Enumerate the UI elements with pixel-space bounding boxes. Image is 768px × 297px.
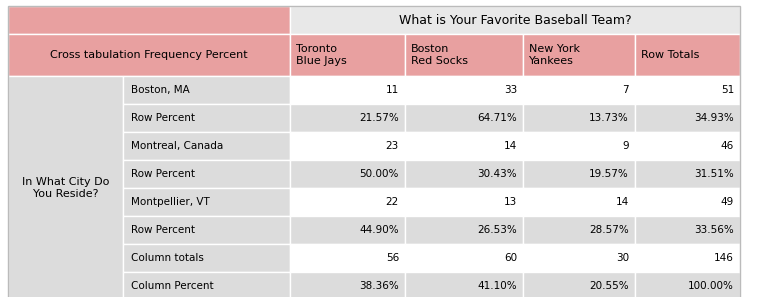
- Text: 60: 60: [504, 253, 517, 263]
- Bar: [523, 272, 635, 297]
- Bar: [290, 160, 405, 188]
- Text: 30.43%: 30.43%: [478, 169, 517, 179]
- Bar: [405, 272, 523, 297]
- Text: 21.57%: 21.57%: [359, 113, 399, 123]
- Text: Column Percent: Column Percent: [131, 281, 214, 291]
- Text: 44.90%: 44.90%: [359, 225, 399, 235]
- Text: 9: 9: [622, 141, 629, 151]
- Text: 33: 33: [504, 85, 517, 95]
- Text: Row Percent: Row Percent: [131, 169, 195, 179]
- Text: 100.00%: 100.00%: [688, 281, 734, 291]
- Bar: [523, 160, 635, 188]
- Bar: [635, 244, 740, 272]
- Text: 30: 30: [616, 253, 629, 263]
- Text: Boston, MA: Boston, MA: [131, 85, 190, 95]
- Bar: [290, 272, 405, 297]
- Bar: [405, 160, 523, 188]
- Bar: [523, 76, 635, 104]
- Text: 13.73%: 13.73%: [589, 113, 629, 123]
- Bar: [405, 188, 523, 216]
- Bar: [405, 34, 523, 76]
- Bar: [123, 188, 290, 216]
- Bar: [290, 188, 405, 216]
- Bar: [523, 104, 635, 132]
- Bar: [8, 34, 290, 76]
- Text: 19.57%: 19.57%: [589, 169, 629, 179]
- Text: 31.51%: 31.51%: [694, 169, 734, 179]
- Text: 46: 46: [720, 141, 734, 151]
- Bar: [290, 244, 405, 272]
- Bar: [405, 244, 523, 272]
- Bar: [635, 132, 740, 160]
- Bar: [123, 104, 290, 132]
- Bar: [523, 132, 635, 160]
- Text: 50.00%: 50.00%: [359, 169, 399, 179]
- Text: 34.93%: 34.93%: [694, 113, 734, 123]
- Text: Row Percent: Row Percent: [131, 225, 195, 235]
- Bar: [123, 76, 290, 104]
- Bar: [123, 244, 290, 272]
- Text: 13: 13: [504, 197, 517, 207]
- Bar: [290, 76, 405, 104]
- Bar: [123, 272, 290, 297]
- Text: Montreal, Canada: Montreal, Canada: [131, 141, 223, 151]
- Text: Montpellier, VT: Montpellier, VT: [131, 197, 210, 207]
- Bar: [635, 34, 740, 76]
- Text: 49: 49: [720, 197, 734, 207]
- Bar: [523, 216, 635, 244]
- Bar: [523, 244, 635, 272]
- Bar: [405, 104, 523, 132]
- Bar: [635, 216, 740, 244]
- Bar: [635, 104, 740, 132]
- Text: 64.71%: 64.71%: [477, 113, 517, 123]
- Text: Boston
Red Socks: Boston Red Socks: [411, 44, 468, 66]
- Text: 14: 14: [616, 197, 629, 207]
- Text: 22: 22: [386, 197, 399, 207]
- Text: 33.56%: 33.56%: [694, 225, 734, 235]
- Bar: [635, 188, 740, 216]
- Bar: [8, 76, 123, 297]
- Text: 20.55%: 20.55%: [589, 281, 629, 291]
- Bar: [523, 34, 635, 76]
- Text: 26.53%: 26.53%: [477, 225, 517, 235]
- Text: What is Your Favorite Baseball Team?: What is Your Favorite Baseball Team?: [399, 13, 631, 26]
- Text: 14: 14: [504, 141, 517, 151]
- Text: 23: 23: [386, 141, 399, 151]
- Bar: [635, 160, 740, 188]
- Text: 7: 7: [622, 85, 629, 95]
- Text: Column totals: Column totals: [131, 253, 204, 263]
- Bar: [123, 216, 290, 244]
- Bar: [290, 216, 405, 244]
- Text: 28.57%: 28.57%: [589, 225, 629, 235]
- Bar: [123, 160, 290, 188]
- Text: 51: 51: [720, 85, 734, 95]
- Text: Cross tabulation Frequency Percent: Cross tabulation Frequency Percent: [50, 50, 248, 60]
- Text: 56: 56: [386, 253, 399, 263]
- Bar: [405, 132, 523, 160]
- Bar: [405, 76, 523, 104]
- Text: In What City Do
You Reside?: In What City Do You Reside?: [22, 177, 109, 199]
- Bar: [635, 272, 740, 297]
- Text: 41.10%: 41.10%: [478, 281, 517, 291]
- Bar: [290, 6, 740, 34]
- Text: New York
Yankees: New York Yankees: [529, 44, 580, 66]
- Bar: [635, 76, 740, 104]
- Bar: [123, 132, 290, 160]
- Bar: [405, 216, 523, 244]
- Text: Row Totals: Row Totals: [641, 50, 700, 60]
- Bar: [290, 132, 405, 160]
- Text: Row Percent: Row Percent: [131, 113, 195, 123]
- Bar: [290, 34, 405, 76]
- Text: 11: 11: [386, 85, 399, 95]
- Bar: [523, 188, 635, 216]
- Text: 146: 146: [714, 253, 734, 263]
- Bar: [8, 6, 290, 34]
- Bar: [290, 104, 405, 132]
- Text: Toronto
Blue Jays: Toronto Blue Jays: [296, 44, 346, 66]
- Text: 38.36%: 38.36%: [359, 281, 399, 291]
